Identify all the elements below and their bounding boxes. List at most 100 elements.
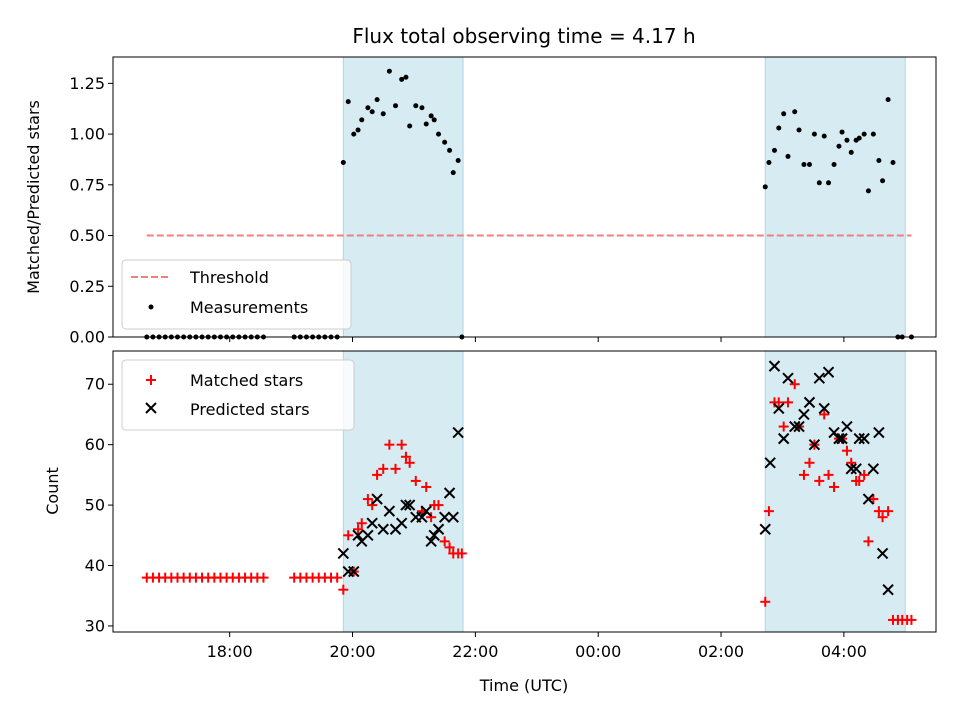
matched-star-point xyxy=(773,397,784,408)
matched-star-point xyxy=(372,469,383,480)
predicted-star-point xyxy=(447,511,459,523)
measurement-point xyxy=(839,129,845,135)
matched-star-point xyxy=(819,409,830,420)
legend-measurements-label: Measurements xyxy=(190,298,308,317)
predicted-star-point xyxy=(862,493,875,505)
measurement-point xyxy=(785,153,791,159)
count-legend: Matched stars Predicted stars xyxy=(121,359,355,431)
predicted-star-point xyxy=(818,402,830,415)
ratio-panel: 0.00 0.25 0.50 0.75 1.00 1.25 Matched/Predict… xyxy=(24,56,937,347)
measurement-point xyxy=(380,111,386,117)
y-tick-label: 1.25 xyxy=(69,74,105,93)
legend-matched-marker xyxy=(146,375,156,385)
ratio-y-axis-label: Matched/Predicted stars xyxy=(24,100,43,294)
x-tick-label: 04:00 xyxy=(821,642,867,661)
matched-star-point xyxy=(804,457,815,468)
measurement-point xyxy=(423,121,429,127)
measurement-point xyxy=(801,162,807,168)
predicted-star-point xyxy=(371,493,383,505)
legend-threshold-label: Threshold xyxy=(189,268,269,287)
predicted-star-point xyxy=(420,505,432,517)
measurement-point xyxy=(848,149,854,155)
matched-star-point xyxy=(433,500,444,511)
x-tick-label: 00:00 xyxy=(575,642,621,661)
measurement-point xyxy=(762,184,768,190)
measurement-point xyxy=(831,162,837,168)
y-tick-label: 1.00 xyxy=(69,125,105,144)
predicted-star-point xyxy=(337,547,350,560)
measurement-point xyxy=(447,147,453,153)
measurement-point xyxy=(865,188,871,194)
matched-star-point xyxy=(846,457,857,468)
observing-window-shade xyxy=(342,350,464,633)
y-tick-label: 0.00 xyxy=(69,328,105,347)
matched-star-point xyxy=(863,536,874,547)
matched-star-point xyxy=(439,536,450,547)
legend-predicted-label: Predicted stars xyxy=(190,400,310,419)
predicted-star-point xyxy=(438,511,451,523)
predicted-star-point xyxy=(773,402,785,415)
measurement-point xyxy=(428,113,434,119)
predicted-star-point xyxy=(798,408,810,421)
y-tick-label: 0.50 xyxy=(69,226,105,245)
measurement-point xyxy=(351,131,357,137)
matched-star-point xyxy=(873,506,884,517)
matched-star-point xyxy=(378,463,389,474)
measurement-point xyxy=(861,131,867,137)
measurement-point xyxy=(806,162,812,168)
measurement-point xyxy=(450,170,456,176)
matched-star-point xyxy=(829,481,840,492)
predicted-star-point xyxy=(416,511,428,523)
measurement-point xyxy=(340,160,346,166)
measurement-point xyxy=(811,131,817,137)
measurement-point xyxy=(766,160,772,166)
predicted-star-point xyxy=(841,420,853,433)
predicted-star-point xyxy=(764,457,776,469)
measurement-point xyxy=(419,105,425,111)
measurement-point xyxy=(345,99,351,105)
matched-star-point xyxy=(444,542,455,553)
measurement-point xyxy=(393,103,399,109)
matched-star-point xyxy=(814,475,825,486)
predicted-star-point xyxy=(759,523,771,535)
predicted-star-point xyxy=(452,426,464,439)
predicted-star-point xyxy=(768,360,781,372)
predicted-star-point xyxy=(777,432,790,445)
matched-star-point xyxy=(778,421,789,432)
matched-star-point xyxy=(782,397,793,408)
matched-star-point xyxy=(798,469,809,480)
measurement-point xyxy=(365,105,371,111)
ratio-legend-box xyxy=(121,259,352,330)
measurement-point xyxy=(792,109,798,115)
legend-predicted-marker xyxy=(145,402,157,414)
matched-star-point xyxy=(868,494,879,505)
y-tick-label: 70 xyxy=(85,375,105,394)
measurement-point xyxy=(399,76,405,82)
matched-star-point xyxy=(400,451,411,462)
matched-star-point xyxy=(396,439,407,450)
predicted-star-point xyxy=(395,517,408,529)
matched-star-point xyxy=(906,614,917,625)
predicted-star-point xyxy=(377,523,389,535)
y-tick-label: 0.25 xyxy=(69,277,105,296)
x-axis-label: Time (UTC) xyxy=(479,676,568,695)
measurement-point xyxy=(796,127,802,133)
measurement-point xyxy=(455,157,461,163)
matched-star-point xyxy=(789,379,800,390)
count-panel-frame xyxy=(112,350,937,633)
x-tick-label: 18:00 xyxy=(207,642,253,661)
measurement-point xyxy=(836,143,842,149)
matched-star-point xyxy=(456,548,467,559)
predicted-star-point xyxy=(428,529,440,542)
matched-star-point xyxy=(384,439,395,450)
x-tick-label: 20:00 xyxy=(329,642,375,661)
ratio-panel-frame xyxy=(112,56,937,338)
ratio-legend: Threshold Measurements xyxy=(121,259,352,330)
predicted-star-point xyxy=(348,565,360,578)
matched-star-point xyxy=(258,572,269,583)
y-tick-label: 50 xyxy=(85,496,105,515)
predicted-star-point xyxy=(876,547,889,560)
predicted-star-point xyxy=(813,372,826,384)
matched-star-point xyxy=(859,469,870,480)
